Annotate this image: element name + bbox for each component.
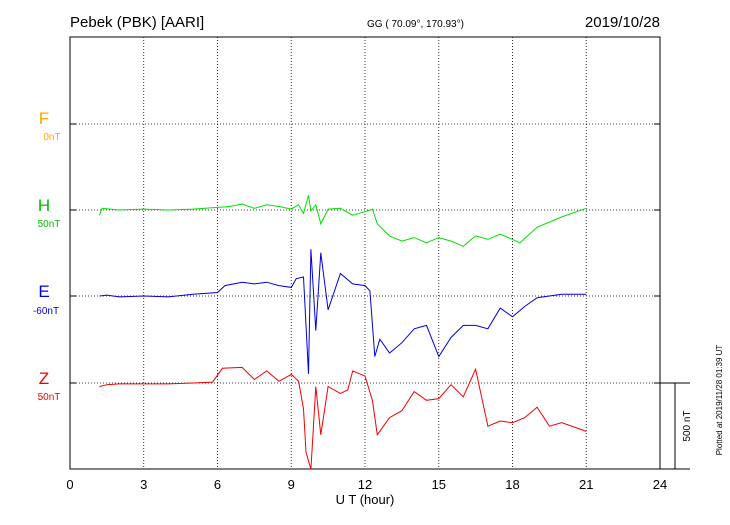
x-tick-label: 6 <box>214 477 221 492</box>
x-tick-label: 18 <box>505 477 519 492</box>
x-tick-label: 3 <box>140 477 147 492</box>
offset-H: 50nT <box>38 219 61 230</box>
label-E: E <box>38 282 49 301</box>
offset-E: -60nT <box>33 306 59 317</box>
station-title: Pebek (PBK) [AARI] <box>70 14 204 31</box>
plotted-at-note: Plotted at 2019/11/28 01:39 UT <box>715 345 724 456</box>
x-tick-label: 21 <box>579 477 593 492</box>
geographic-coords: GG ( 70.09°, 170.93°) <box>367 19 464 30</box>
label-F: F <box>39 109 49 128</box>
x-axis-title: U T (hour) <box>336 492 395 507</box>
x-tick-labels: 0 3 6 9 12 15 18 21 24 <box>66 477 667 492</box>
vertical-grid <box>143 37 587 469</box>
x-tick-label: 24 <box>653 477 667 492</box>
x-tick-label: 0 <box>66 477 73 492</box>
x-tick-label: 12 <box>358 477 372 492</box>
label-H: H <box>38 196 50 215</box>
series-line-H <box>99 195 587 247</box>
baselines <box>70 123 660 384</box>
offset-F: 0nT <box>43 132 60 143</box>
series-line-Z <box>99 366 587 470</box>
scale-bar <box>660 382 690 470</box>
scale-bar-label: 500 nT <box>682 410 693 441</box>
series-line-E <box>99 249 587 374</box>
label-Z: Z <box>39 369 49 388</box>
x-tick-label: 9 <box>288 477 295 492</box>
plot-date: 2019/10/28 <box>585 14 660 31</box>
x-tick-label: 15 <box>432 477 446 492</box>
offset-Z: 50nT <box>38 392 61 403</box>
ticks <box>70 123 660 384</box>
